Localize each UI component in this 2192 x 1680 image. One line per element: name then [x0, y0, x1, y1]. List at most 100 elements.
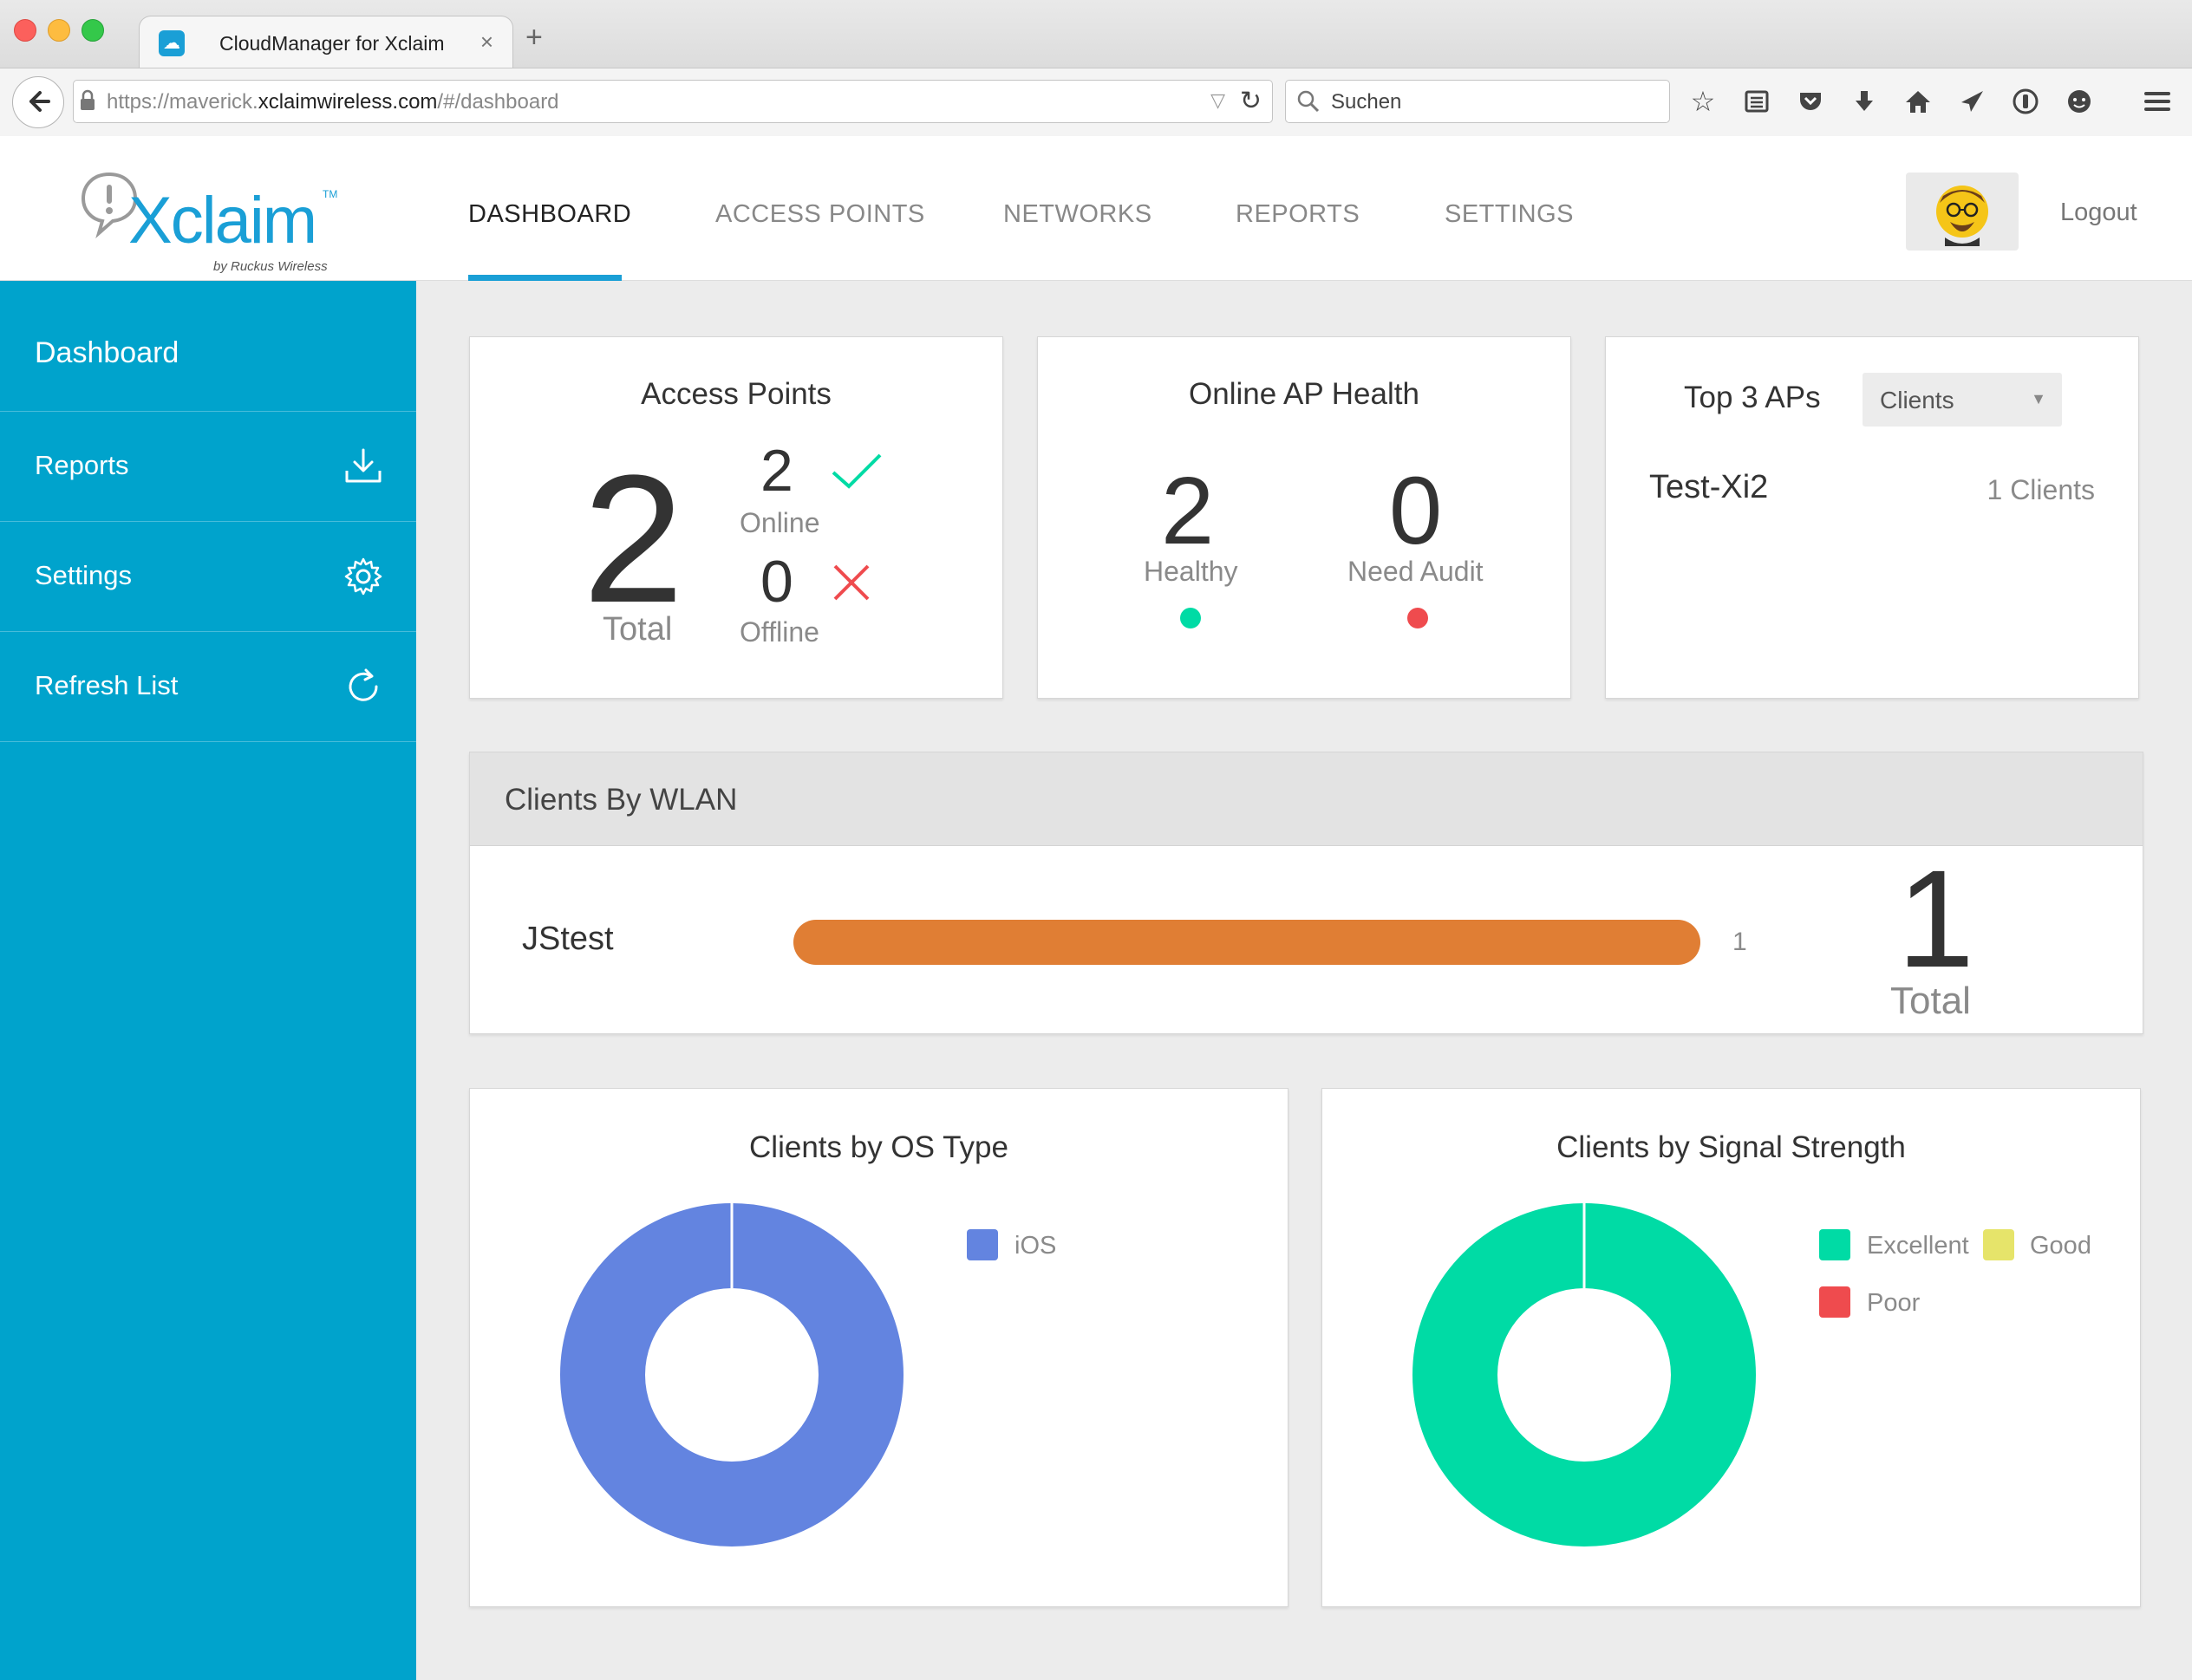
card-title: Top 3 APs [1684, 381, 1821, 414]
healthy-label: Healthy [1144, 556, 1238, 587]
active-nav-indicator [468, 275, 622, 281]
chart-title: Clients by Signal Strength [1556, 1130, 1906, 1164]
sidebar-item-label: Reports [35, 450, 129, 480]
favicon-icon: ☁ [159, 30, 185, 56]
legend-swatch-good [1983, 1229, 2014, 1260]
download-icon [345, 448, 382, 483]
browser-navbar: https://maverick.xclaimwireless.com/#/da… [0, 68, 2192, 137]
access-points-card: Access Points 2 Total 2 Online 0 Offline [469, 336, 1003, 699]
cross-icon [833, 564, 870, 601]
card-header: Clients By WLAN [470, 752, 2143, 846]
nav-networks[interactable]: NETWORKS [1003, 200, 1152, 228]
signal-strength-donut-chart[interactable] [1412, 1203, 1756, 1547]
url-text[interactable]: https://maverick.xclaimwireless.com/#/da… [107, 90, 559, 114]
nav-dashboard[interactable]: DASHBOARD [468, 200, 632, 228]
xclaim-logo[interactable]: Xclaim TM by Ruckus Wireless [80, 153, 340, 274]
tab-title: CloudManager for Xclaim [219, 32, 445, 55]
logo-subtitle: by Ruckus Wireless [213, 259, 328, 274]
pocket-icon[interactable] [1791, 82, 1830, 120]
app-header: Xclaim TM by Ruckus Wireless DASHBOARD A… [0, 136, 2192, 281]
gear-icon [344, 557, 382, 596]
wlan-bar-fill [793, 920, 1700, 965]
menu-icon[interactable] [2138, 82, 2176, 120]
search-icon [1297, 90, 1320, 113]
ap-health-card: Online AP Health 2 Healthy 0 Need Audit [1037, 336, 1571, 699]
logo-bubble-icon [81, 172, 138, 238]
back-arrow-icon [29, 91, 50, 112]
search-bar[interactable]: Suchen [1285, 80, 1670, 123]
nav-settings[interactable]: SETTINGS [1445, 200, 1575, 228]
sidebar-title: Dashboard [35, 336, 179, 369]
healthy-status-dot [1180, 608, 1201, 628]
wlan-name: JStest [522, 921, 614, 957]
clients-by-wlan-card: Clients By WLAN JStest 1 1 Total [469, 752, 2143, 1034]
sidebar: Dashboard Reports Settings Refresh List [0, 281, 416, 1680]
need-audit-label: Need Audit [1347, 556, 1484, 587]
dropdown-value: Clients [1880, 387, 1954, 413]
card-title: Clients By WLAN [505, 783, 738, 817]
download-arrow-icon[interactable] [1845, 82, 1883, 120]
chat-icon[interactable] [2060, 82, 2098, 120]
card-title: Online AP Health [1189, 377, 1419, 411]
browser-titlebar: ☁ CloudManager for Xclaim × + [0, 0, 2192, 68]
os-type-chart-card: Clients by OS Type iOS [469, 1088, 1288, 1607]
home-icon[interactable] [1899, 82, 1937, 120]
close-tab-icon[interactable]: × [480, 29, 493, 55]
browser-tab[interactable]: ☁ CloudManager for Xclaim × [139, 16, 513, 68]
legend-label-good: Good [2030, 1232, 2091, 1260]
reading-list-icon[interactable] [1738, 82, 1776, 120]
avatar [1936, 186, 1988, 246]
logo-text: Xclaim [128, 184, 317, 257]
nav-access-points[interactable]: ACCESS POINTS [715, 200, 925, 228]
minimize-window-button[interactable] [48, 19, 70, 42]
url-bar[interactable]: https://maverick.xclaimwireless.com/#/da… [73, 80, 1273, 123]
refresh-icon [349, 668, 378, 701]
logo-trademark: TM [323, 188, 338, 200]
legend-swatch-ios [967, 1229, 998, 1260]
legend-label-excellent: Excellent [1867, 1232, 1969, 1260]
sidebar-item-label: Settings [35, 560, 133, 590]
ap-total-label: Total [603, 611, 673, 648]
top-ap-name: Test-Xi2 [1649, 469, 1769, 505]
check-icon [832, 453, 882, 489]
chart-title: Clients by OS Type [749, 1130, 1008, 1164]
legend-swatch-poor [1819, 1286, 1850, 1318]
sidebar-item-refresh[interactable]: Refresh List [0, 632, 416, 742]
close-window-button[interactable] [14, 19, 36, 42]
legend-swatch-excellent [1819, 1229, 1850, 1260]
ap-online-label: Online [740, 507, 820, 538]
back-button[interactable] [12, 76, 64, 128]
ap-online-value: 2 [760, 438, 793, 504]
sidebar-item-settings[interactable]: Settings [0, 522, 416, 632]
need-audit-value: 0 [1389, 458, 1443, 564]
sidebar-item-dashboard[interactable]: Dashboard [0, 281, 416, 412]
card-title: Access Points [641, 377, 832, 411]
logout-link[interactable]: Logout [2060, 199, 2137, 226]
legend-label-ios: iOS [1014, 1232, 1057, 1260]
reload-icon[interactable]: ↻ [1239, 87, 1262, 115]
ap-offline-value: 0 [760, 549, 793, 615]
send-icon[interactable] [1953, 82, 1991, 120]
top-ap-value: 1 Clients [1986, 474, 2096, 505]
legend-label-poor: Poor [1867, 1289, 1921, 1317]
search-placeholder: Suchen [1331, 90, 1402, 114]
need-audit-status-dot [1407, 608, 1428, 628]
os-type-donut-chart[interactable] [560, 1203, 904, 1547]
lock-icon [81, 89, 95, 110]
wlan-count: 1 [1732, 928, 1747, 956]
new-tab-icon[interactable]: + [525, 21, 543, 54]
wlan-total-label: Total [1890, 980, 1971, 1022]
sidebar-item-label: Refresh List [35, 670, 179, 700]
sidebar-item-reports[interactable]: Reports [0, 412, 416, 522]
password-manager-icon[interactable] [2006, 82, 2045, 120]
wlan-bar-track [793, 920, 1700, 965]
nav-reports[interactable]: REPORTS [1236, 200, 1360, 228]
bookmark-star-icon[interactable]: ☆ [1690, 86, 1716, 117]
healthy-value: 2 [1161, 458, 1215, 564]
zoom-window-button[interactable] [82, 19, 104, 42]
top-aps-card: Top 3 APs Clients ▼ Test-Xi2 1 Clients [1605, 336, 2139, 699]
user-avatar-button[interactable] [1906, 173, 2019, 251]
ap-total-value: 2 [583, 437, 684, 641]
top-aps-metric-dropdown[interactable]: Clients ▼ [1863, 373, 2062, 427]
url-dropdown-icon[interactable]: ▽ [1210, 89, 1225, 111]
